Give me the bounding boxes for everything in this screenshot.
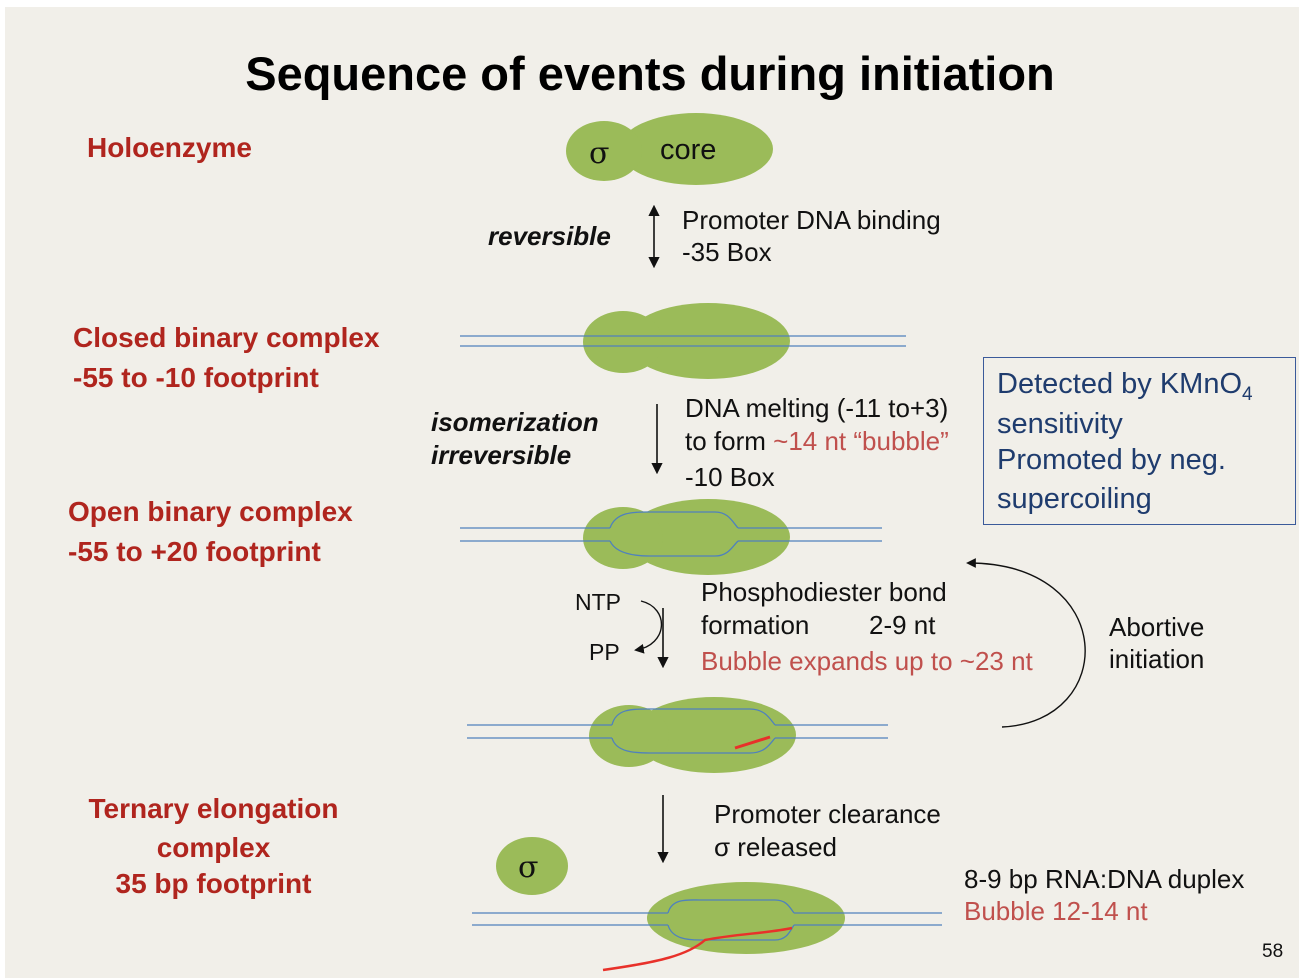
ntp-pp-curve	[634, 600, 663, 654]
ntp-label: NTP	[575, 589, 621, 615]
slide-number: 58	[1262, 941, 1284, 962]
free-sigma-shape	[496, 837, 568, 895]
free-sigma-label: σ	[518, 850, 539, 885]
stage-ternary-line1: Ternary elongation	[88, 793, 339, 824]
promoter-clearance-label: Promoter clearance	[714, 799, 941, 829]
dna-melting-label: DNA melting (-11 to+3)	[685, 393, 949, 423]
sigma-released-label: σ released	[714, 832, 838, 862]
stage-ternary-footprint: 35 bp footprint	[115, 868, 312, 899]
kmno4-line1: Detected by KMnO4	[997, 368, 1253, 405]
isomerization-label: isomerization	[431, 407, 599, 437]
kmno4-line2: sensitivity	[997, 408, 1123, 440]
initiating-complex-shape	[467, 697, 888, 773]
kmno4-line4: supercoiling	[997, 483, 1152, 515]
kmno4-info-box: Detected by KMnO4 sensitivity Promoted b…	[983, 357, 1296, 525]
abortive-initiation-arrow	[966, 558, 1086, 728]
stage-open-footprint: -55 to +20 footprint	[68, 536, 321, 567]
stage-holoenzyme: Holoenzyme	[87, 132, 252, 163]
holoenzyme-shape	[566, 113, 773, 185]
stage-open-complex: Open binary complex	[68, 496, 353, 527]
length-label: 2-9 nt	[869, 610, 936, 640]
ternary-complex-shape	[472, 882, 942, 972]
promoter-binding-label: Promoter DNA binding	[682, 205, 941, 235]
sigma-label: σ	[589, 136, 610, 171]
pp-label: PP	[589, 639, 620, 665]
duplex-label: 8-9 bp RNA:DNA duplex	[964, 864, 1245, 894]
core-label: core	[660, 134, 717, 166]
box10-label: -10 Box	[685, 462, 775, 492]
stage-ternary-line2: complex	[156, 832, 271, 863]
final-bubble-label: Bubble 12-14 nt	[964, 896, 1148, 926]
abortive-label: Abortive	[1109, 612, 1205, 642]
initiation-label: initiation	[1109, 644, 1205, 674]
stage-closed-footprint: -55 to -10 footprint	[73, 362, 319, 393]
bubble-expands-label: Bubble expands up to ~23 nt	[701, 646, 1033, 676]
kmno4-line3: Promoted by neg.	[997, 444, 1226, 476]
phosphodiester-label: Phosphodiester bond	[701, 577, 947, 607]
box35-label: -35 Box	[682, 237, 772, 267]
reversible-label: reversible	[488, 221, 611, 251]
irreversible-label: irreversible	[431, 440, 572, 470]
closed-complex-shape	[460, 303, 906, 379]
stage-closed-complex: Closed binary complex	[73, 322, 380, 353]
bubble-label: to form ~14 nt “bubble”	[685, 426, 949, 456]
open-complex-shape	[460, 499, 882, 575]
formation-label: formation	[701, 610, 810, 640]
page-title: Sequence of events during initiation	[245, 47, 1055, 100]
